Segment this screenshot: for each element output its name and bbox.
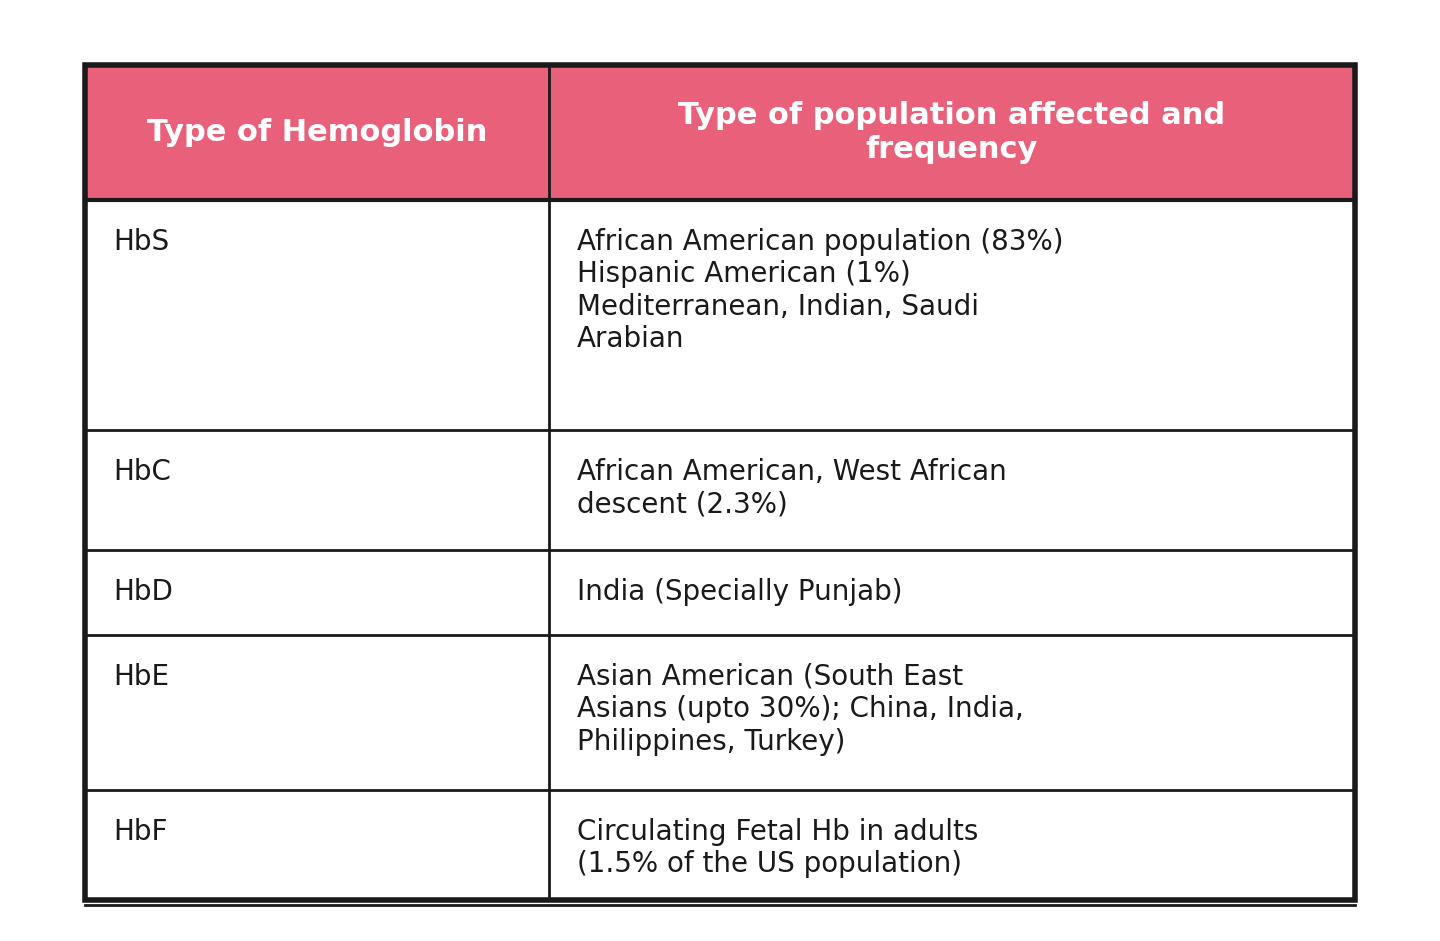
Bar xyxy=(85,635,1355,790)
Text: India (Specially Punjab): India (Specially Punjab) xyxy=(576,578,901,606)
Bar xyxy=(85,550,1355,635)
Text: Circulating Fetal Hb in adults
(1.5% of the US population): Circulating Fetal Hb in adults (1.5% of … xyxy=(576,818,978,878)
Bar xyxy=(85,790,1355,905)
Text: HbE: HbE xyxy=(112,663,168,691)
Text: HbF: HbF xyxy=(112,818,167,846)
Bar xyxy=(85,200,1355,430)
Text: HbC: HbC xyxy=(112,458,171,486)
Text: HbD: HbD xyxy=(112,578,173,606)
Text: African American, West African
descent (2.3%): African American, West African descent (… xyxy=(576,458,1007,518)
Bar xyxy=(85,430,1355,550)
Text: Type of population affected and
frequency: Type of population affected and frequenc… xyxy=(678,102,1225,164)
Bar xyxy=(85,65,1355,200)
Text: African American population (83%)
Hispanic American (1%)
Mediterranean, Indian, : African American population (83%) Hispan… xyxy=(576,228,1063,353)
Text: HbS: HbS xyxy=(112,228,168,256)
Text: Asian American (South East
Asians (upto 30%); China, India,
Philippines, Turkey): Asian American (South East Asians (upto … xyxy=(576,663,1024,756)
Bar xyxy=(85,65,1355,900)
Text: Type of Hemoglobin: Type of Hemoglobin xyxy=(147,118,487,147)
